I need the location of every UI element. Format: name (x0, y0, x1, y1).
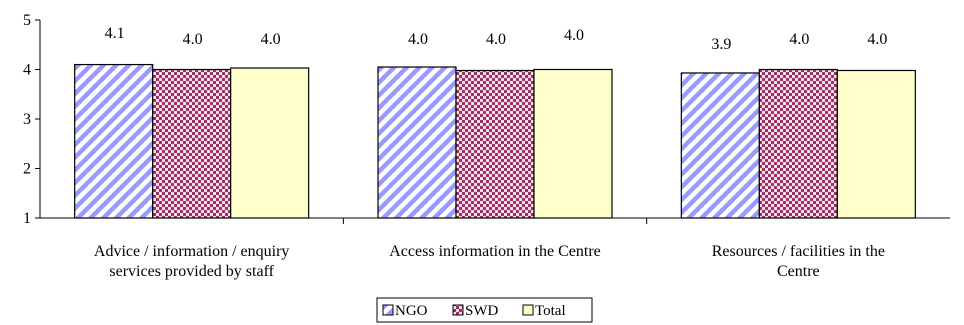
x-category-label: Advice / information / enquiry services p… (94, 243, 290, 280)
legend-box (376, 297, 593, 323)
data-label-total-2: 4.0 (564, 27, 584, 44)
bar-swd-1 (152, 68, 232, 219)
x-category-label-line: services provided by staff (109, 263, 274, 280)
y-tick-label: 2 (23, 161, 31, 178)
x-category-label-line: Resources / facilities in the (712, 243, 885, 260)
data-labels: 4.1 4.0 4.0 4.0 4.0 4.0 3.9 4.0 4.0 (105, 25, 888, 53)
bar-ngo-2 (377, 66, 457, 219)
bar-ngo-3 (680, 72, 760, 219)
data-label-ngo-3: 3.9 (711, 36, 731, 53)
data-label-swd-1: 4.0 (183, 31, 203, 48)
y-tick-label: 3 (23, 111, 31, 128)
legend-swatch-swd (452, 304, 464, 316)
data-label-ngo-1: 4.1 (105, 25, 125, 42)
data-label-ngo-2: 4.0 (408, 31, 428, 48)
x-category-label-line: Centre (777, 263, 820, 280)
x-category-label: Access information in the Centre (389, 243, 601, 260)
bar-total-2 (533, 68, 613, 219)
legend-label-total: Total (535, 303, 566, 319)
bar-swd-2 (455, 69, 535, 219)
data-label-swd-2: 4.0 (486, 31, 506, 48)
bar-swd-3 (758, 68, 838, 219)
y-tick-label: 1 (23, 210, 31, 227)
bars (74, 63, 916, 219)
legend-swatch-ngo (382, 304, 394, 316)
bar-ngo-1 (74, 63, 154, 219)
legend-label-swd: SWD (465, 303, 499, 319)
y-tick-label: 4 (23, 62, 31, 79)
y-tick-label: 5 (23, 12, 31, 29)
legend: NGO SWD Total (376, 297, 593, 323)
data-label-total-1: 4.0 (261, 31, 281, 48)
legend-swatch-total (522, 304, 534, 316)
bar-total-1 (230, 67, 310, 219)
data-label-swd-3: 4.0 (789, 31, 809, 48)
bar-total-3 (836, 69, 916, 219)
x-category-label-line: Access information in the Centre (389, 243, 601, 260)
x-category-label: Resources / facilities in the Centre (712, 243, 885, 280)
data-label-total-3: 4.0 (867, 31, 887, 48)
category-labels: Advice / information / enquiry services p… (94, 243, 885, 280)
legend-label-ngo: NGO (395, 303, 428, 319)
x-category-label-line: Advice / information / enquiry (94, 243, 290, 260)
